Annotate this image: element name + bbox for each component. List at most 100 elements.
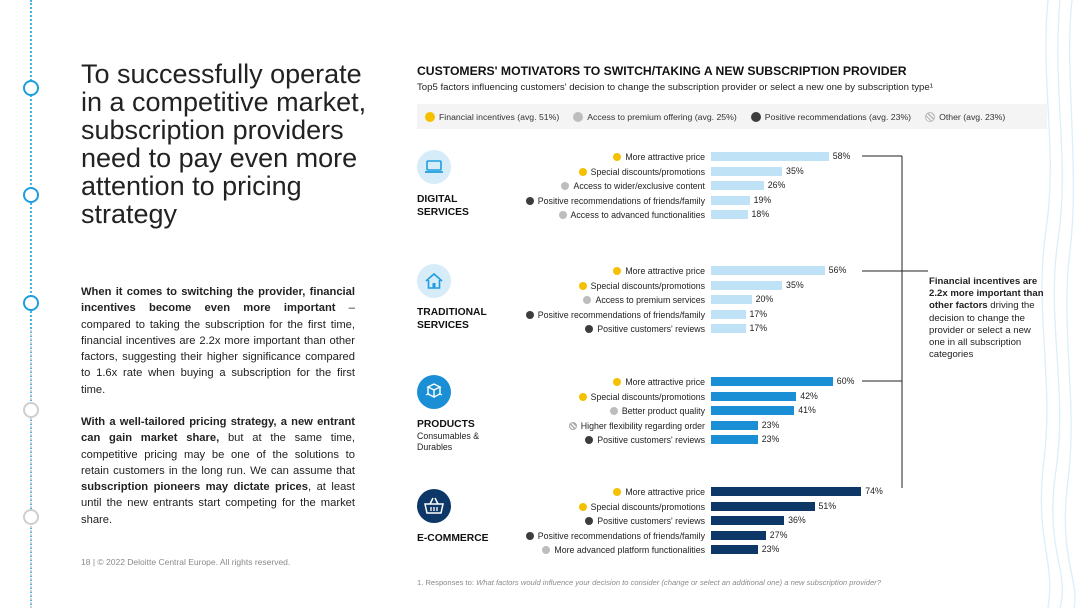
factor-type-dot [583, 296, 592, 304]
bar [711, 280, 783, 290]
category-sublabel-products: Consumables & Durables [417, 431, 479, 453]
body-emphasis: With a well-tailored pricing strategy, a… [81, 416, 355, 445]
factor-label: Positive recommendations of friends/fami… [525, 309, 705, 321]
factor-type-dot [578, 167, 587, 176]
factor-type-dot [568, 421, 577, 430]
factor-label: More attractive price [613, 376, 705, 388]
legend-label: Financial incentives (avg. 51%) [439, 111, 560, 122]
decorative-wave-lines [1040, 0, 1076, 608]
factor-label-text: Positive recommendations of friends/fami… [537, 195, 705, 206]
factor-label: Positive customers' reviews [585, 515, 705, 527]
chart-legend: Financial incentives (avg. 51%) Access t… [417, 104, 1047, 129]
bar-value-label: 17% [749, 308, 768, 319]
bar-value-label: 35% [786, 279, 804, 290]
factor-label: Positive recommendations of friends/fami… [525, 195, 705, 207]
legend-dot-premium [573, 111, 584, 122]
factor-type-dot [613, 488, 622, 496]
legend-item-other: Other (avg. 23%) [925, 111, 1005, 122]
page-footer: 18 | © 2022 Deloitte Central Europe. All… [81, 557, 291, 567]
factor-label-text: More attractive price [625, 377, 705, 387]
factor-type-dot [578, 392, 587, 401]
bar-value-label: 18% [751, 209, 770, 219]
factor-label-text: Positive recommendations of friends/fami… [537, 309, 705, 320]
factor-label: More attractive price [613, 151, 705, 163]
bar-value-label: 36% [788, 515, 806, 525]
bar-value-label: 17% [749, 323, 768, 333]
category-name-line: DIGITAL [417, 194, 458, 205]
bar [711, 181, 764, 190]
factor-label: Positive customers' reviews [585, 323, 705, 335]
laptop-icon [417, 150, 451, 184]
footnote-prefix: 1. Responses to: [417, 578, 477, 587]
bar-value-label: 74% [865, 486, 883, 496]
factor-label-text: More attractive price [625, 487, 705, 497]
bar [711, 420, 758, 430]
bar-value-label: 27% [769, 529, 788, 540]
bar-value-label: 20% [755, 294, 774, 304]
factor-label: More attractive price [613, 486, 705, 498]
bar [711, 152, 829, 161]
factor-label-text: Better product quality [621, 406, 705, 416]
factor-label: Positive customers' reviews [585, 434, 705, 446]
legend-dot-financial [425, 111, 435, 122]
factor-label-text: Special discounts/promotions [590, 166, 705, 177]
category-name-line: SERVICES [417, 207, 469, 218]
bar-value-label: 23% [761, 544, 780, 554]
factor-label: Special discounts/promotions [578, 166, 705, 178]
annotation-bracket [862, 155, 928, 488]
factor-label: Higher flexibility regarding order [568, 420, 705, 432]
factor-label-text: Access to advanced functionalities [570, 210, 705, 220]
factor-label-text: Positive customers' reviews [597, 516, 705, 526]
factor-label: Better product quality [609, 405, 705, 417]
legend-item-financial: Financial incentives (avg. 51%) [425, 111, 560, 122]
bar [711, 530, 766, 540]
factor-label: Special discounts/promotions [578, 501, 705, 513]
bar [711, 266, 825, 275]
legend-label: Positive recommendations (avg. 23%) [764, 111, 912, 122]
bar-value-label: 41% [798, 405, 816, 415]
annotation-text: Financial incentives are 2.2x more impor… [929, 276, 1047, 361]
body-paragraph-1: When it comes to switching the provider,… [81, 284, 355, 398]
factor-label: Special discounts/promotions [578, 280, 705, 292]
body-text: – compared to taking the subscription fo… [81, 302, 355, 396]
footnote: 1. Responses to: What factors would infl… [417, 578, 881, 587]
bar-value-label: 58% [832, 151, 851, 161]
category-label-digital: DIGITAL SERVICES [417, 193, 469, 219]
category-name-line: PRODUCTS [417, 419, 475, 430]
body-paragraph-2: With a well-tailored pricing strategy, a… [81, 414, 355, 528]
bar-value-label: 23% [761, 434, 780, 444]
bar-value-label: 51% [818, 500, 837, 511]
factor-type-dot [578, 281, 587, 290]
chart-title: CUSTOMERS' MOTIVATORS TO SWITCH/TAKING A… [417, 64, 907, 78]
bar-value-label: 56% [828, 265, 847, 275]
bar-value-label: 23% [761, 419, 780, 430]
factor-label: More advanced platform functionalities [542, 544, 705, 556]
boxes-icon [417, 375, 451, 409]
category-name-line: TRADITIONAL [417, 307, 487, 318]
factor-label-text: Positive recommendations of friends/fami… [537, 530, 705, 541]
factor-label-text: Positive customers' reviews [597, 435, 705, 445]
bar-value-label: 60% [836, 376, 855, 386]
bar-value-label: 35% [786, 165, 804, 176]
bar [711, 195, 750, 205]
timeline-node [23, 509, 39, 525]
category-label-ecommerce: E-COMMERCE [417, 532, 489, 545]
factor-type-dot [561, 182, 570, 190]
bar [711, 501, 815, 511]
factor-label: Access to advanced functionalities [558, 209, 705, 221]
factor-type-dot [585, 517, 594, 525]
bar-value-label: 19% [753, 194, 772, 205]
annotation-emphasis: Financial incentives are 2.2x more impor… [929, 276, 1044, 312]
factor-label: Special discounts/promotions [578, 391, 705, 403]
factor-type-dot [613, 267, 622, 275]
factor-label-text: More attractive price [625, 266, 705, 276]
bar [711, 406, 795, 415]
bar-value-label: 26% [767, 180, 786, 190]
bar [711, 377, 833, 386]
bar [711, 210, 748, 219]
category-name-line: SERVICES [417, 320, 469, 331]
body-text: , at least until the new entrants start … [81, 481, 355, 526]
category-subname-line: Durables [417, 442, 453, 452]
timeline-node [23, 402, 39, 418]
factor-type-dot [542, 546, 551, 554]
